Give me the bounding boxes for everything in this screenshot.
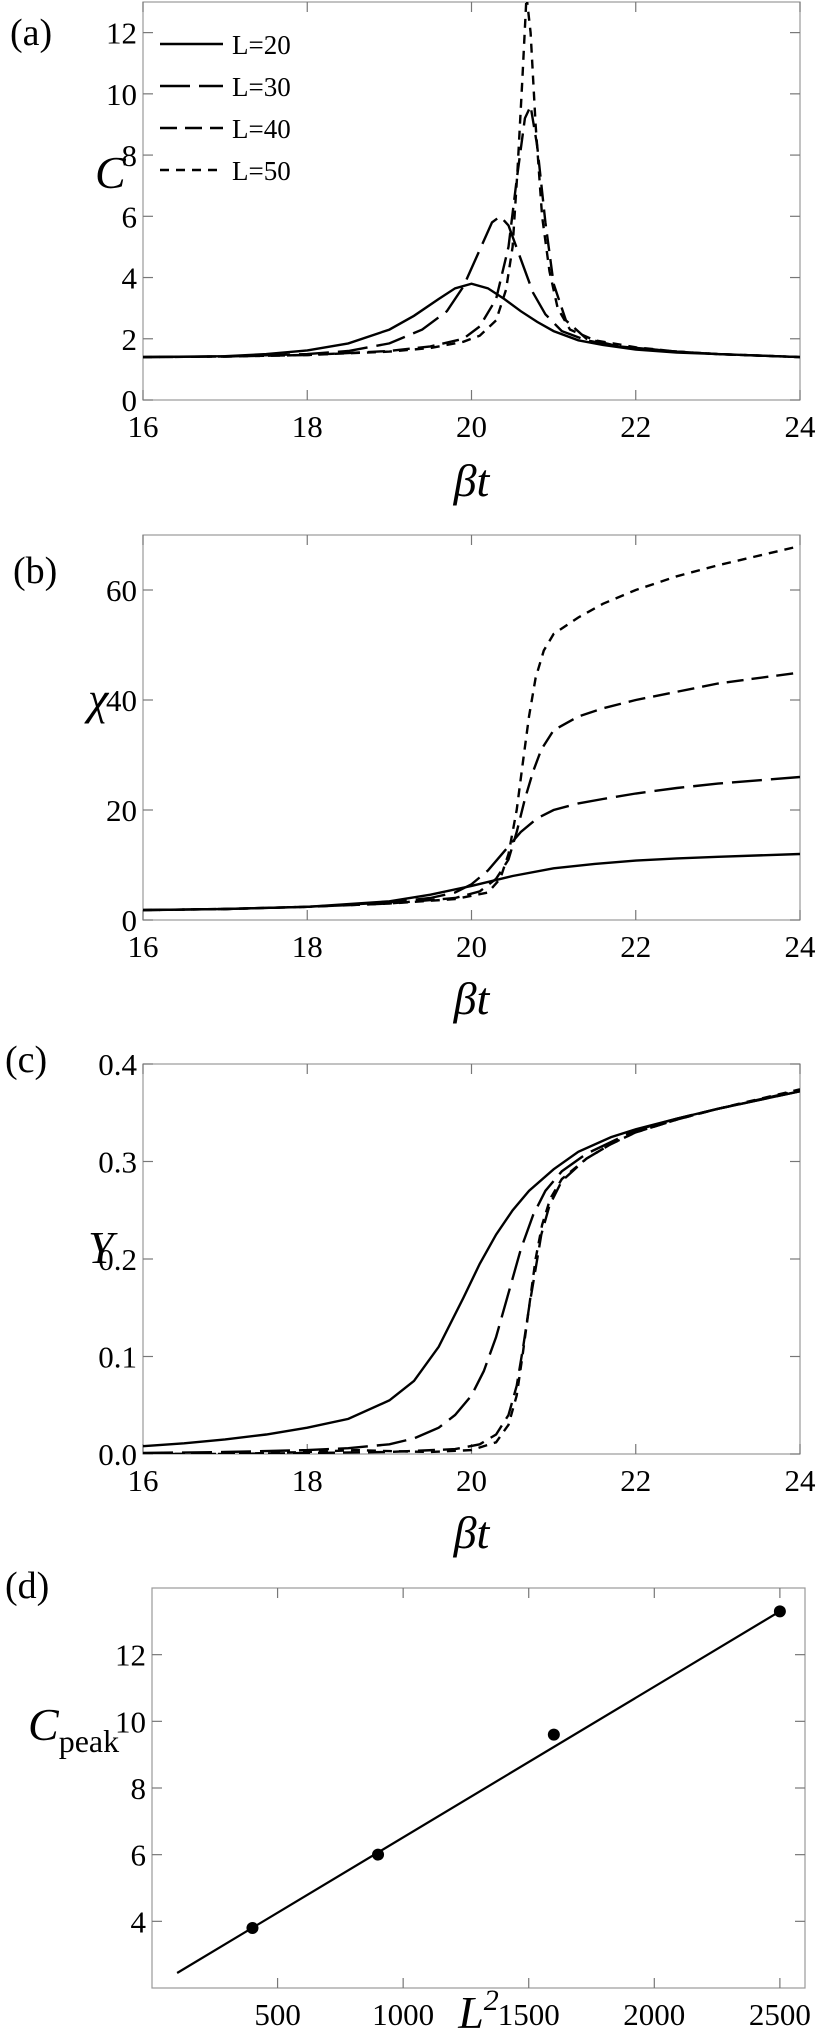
x-tick-label: 22: [620, 1463, 651, 1498]
panel-c: 16 18 20 22 24 0.0 0.1 0.2 0.3 0.4 (c) βt Y: [5, 1039, 816, 1558]
x-tick-label: 20: [456, 1463, 487, 1498]
y-axis-title: C: [95, 147, 127, 198]
plot-frame: [142, 1063, 801, 1455]
x-axis-title: βt: [453, 973, 491, 1024]
x-axis-title: βt: [453, 1507, 491, 1558]
legend-label: L=50: [232, 156, 291, 186]
series-line-L=50: [143, 2, 800, 359]
x-axis-title: L2: [457, 1984, 499, 2036]
x-tick-label: 22: [620, 409, 651, 444]
legend-label: L=40: [232, 114, 291, 144]
y-tick-label: 4: [122, 261, 138, 296]
y-tick-label: 10: [106, 77, 137, 112]
panel-b: 16 18 20 22 24 0 20 40 60 (b) βt χ: [13, 534, 817, 1024]
legend-label: L=20: [232, 30, 291, 60]
panel-label: (b): [13, 550, 57, 592]
x-tick-label: 16: [128, 1463, 159, 1498]
y-tick-label: 6: [122, 199, 138, 234]
panel-d: 500 1000 1500 2000 2500 4 6 8 10 12 (d) L2 Cpeak: [5, 1565, 811, 2036]
series-line-L=30: [143, 775, 800, 912]
x-tick-label: 16: [128, 929, 159, 964]
series-line-L=20: [143, 1090, 800, 1448]
legend-label: L=30: [232, 72, 291, 102]
y-axis-title: Cpeak: [28, 1699, 119, 1759]
series-line-L=40: [143, 671, 800, 912]
x-tick-label: 2500: [749, 1997, 811, 2032]
series-line-L=30: [143, 1090, 800, 1454]
fit-line: [176, 1610, 781, 1974]
y-axis-title: Y: [88, 1222, 118, 1273]
y-tick-label: 0: [122, 903, 138, 938]
x-tick-label: 24: [785, 409, 817, 444]
x-tick-label: 16: [128, 409, 159, 444]
y-tick-label: 12: [106, 16, 137, 51]
x-tick-label: 24: [785, 929, 817, 964]
panel-label: (a): [10, 12, 52, 54]
x-tick-label: 2000: [623, 1997, 685, 2032]
y-tick-label: 10: [115, 1704, 146, 1739]
x-tick-label: 18: [292, 1463, 323, 1498]
x-tick-label: 20: [456, 409, 487, 444]
series-line-L=50: [143, 544, 800, 912]
y-tick-label: 8: [122, 138, 138, 173]
series-line-L=30: [143, 214, 800, 359]
y-tick-label: 8: [131, 1771, 147, 1806]
y-tick-label: 12: [115, 1638, 146, 1673]
plot-frame: [142, 534, 801, 921]
y-tick-label: 0.2: [98, 1242, 137, 1277]
series-line-L=20: [143, 282, 800, 359]
data-point: [547, 1728, 560, 1741]
panel-a: 16 18 20 22 24024681012(a)βtCL=20L=30L=40L=5…: [10, 1, 817, 506]
y-tick-label: 0.3: [98, 1145, 137, 1180]
y-tick-label: 2: [122, 322, 138, 357]
x-tick-label: 20: [456, 929, 487, 964]
x-tick-label: 18: [292, 409, 323, 444]
y-tick-label: 20: [106, 793, 137, 828]
y-tick-label: 0: [122, 383, 138, 418]
series-line-L=40: [143, 1089, 800, 1454]
y-tick-label: 0.1: [98, 1340, 137, 1375]
y-tick-label: 40: [106, 683, 137, 718]
y-tick-label: 6: [131, 1838, 147, 1873]
plot-frame: [142, 1, 801, 401]
x-tick-label: 24: [785, 1463, 817, 1498]
panel-label: (c): [5, 1039, 47, 1081]
y-tick-label: 0.0: [98, 1437, 137, 1472]
series-line-L=50: [143, 1088, 800, 1454]
x-axis-title: βt: [453, 455, 491, 506]
y-tick-label: 4: [131, 1904, 147, 1939]
x-tick-label: 18: [292, 929, 323, 964]
y-tick-label: 0.4: [98, 1047, 137, 1082]
y-axis-subscript: peak: [59, 1723, 119, 1759]
x-tick-label: 1000: [372, 1997, 434, 2032]
data-point: [773, 1605, 786, 1618]
panel-label: (d): [5, 1565, 49, 1607]
x-tick-label: 500: [254, 1997, 301, 2032]
x-axis-superscript: 2: [484, 1984, 499, 2017]
y-tick-label: 60: [106, 573, 137, 608]
x-tick-label: 22: [620, 929, 651, 964]
series-line-L=20: [143, 852, 800, 912]
data-point: [246, 1922, 259, 1934]
x-tick-label: 1500: [498, 1997, 560, 2032]
data-point: [372, 1848, 385, 1861]
y-axis-title: χ: [84, 673, 110, 724]
